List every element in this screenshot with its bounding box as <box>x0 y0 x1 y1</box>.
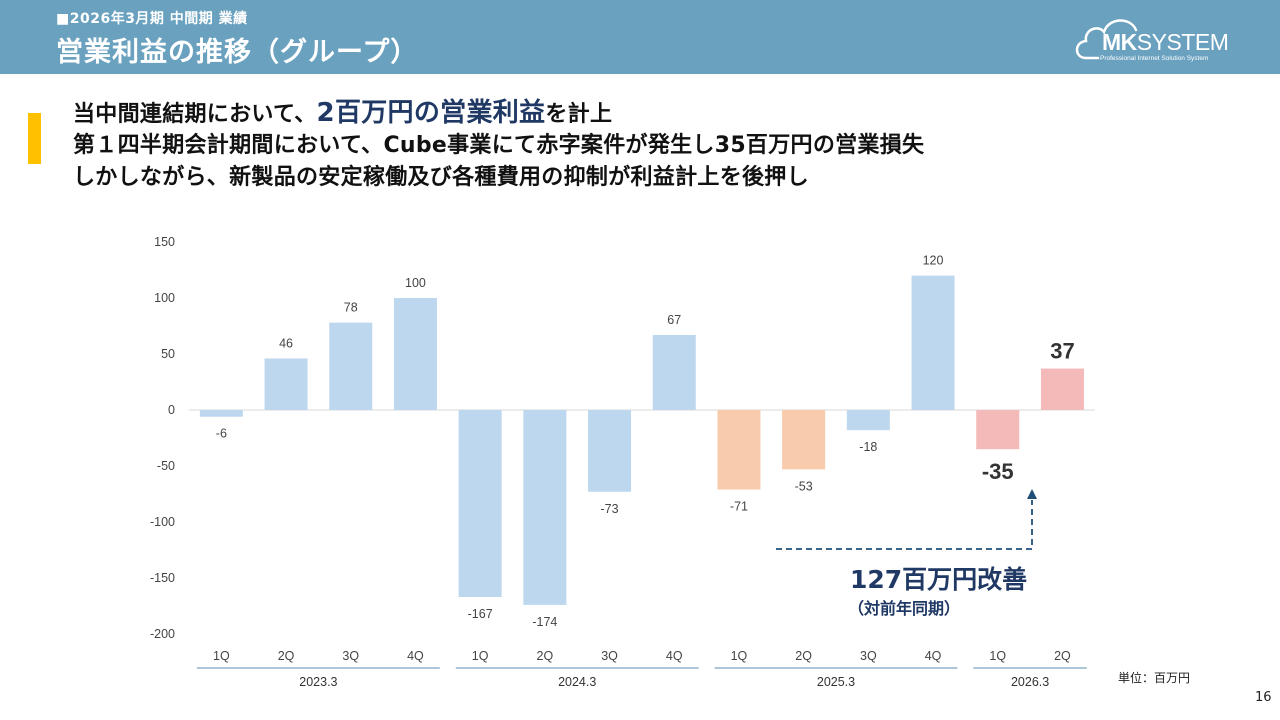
bar <box>911 275 955 410</box>
data-label: -73 <box>601 502 619 516</box>
data-label: 46 <box>279 336 293 350</box>
category-label: 1Q <box>213 649 230 663</box>
data-label: -18 <box>859 440 877 454</box>
category-label: 3Q <box>860 649 877 663</box>
y-tick-label: -200 <box>150 627 175 641</box>
group-label: 2025.3 <box>817 675 855 689</box>
data-label: -167 <box>468 607 493 621</box>
category-label: 3Q <box>342 649 359 663</box>
category-label: 3Q <box>601 649 618 663</box>
logo-wordmark: MKSYSTEM <box>1102 29 1229 55</box>
bar <box>199 410 243 417</box>
company-logo: MKSYSTEM Professional Internet Solution … <box>1072 8 1242 68</box>
bar <box>846 410 890 431</box>
y-tick-label: -50 <box>157 459 175 473</box>
headline-line-3: しかしながら、新製品の安定稼働及び各種費用の抑制が利益計上を後押し <box>73 165 809 190</box>
y-tick-label: 0 <box>168 403 175 417</box>
unit-label: 単位：百万円 <box>1118 671 1191 685</box>
data-label: -6 <box>216 427 227 441</box>
y-tick-label: -100 <box>150 515 175 529</box>
data-label: 100 <box>405 276 426 290</box>
page-number: 16 <box>1255 690 1272 705</box>
improvement-dashed-line <box>776 500 1033 550</box>
bar <box>458 410 502 598</box>
group-label: 2026.3 <box>1011 675 1049 689</box>
bar <box>588 410 632 492</box>
headline-line-2: 第１四半期会計期間において、Cube事業にて赤字案件が発生し35百万円の営業損失 <box>73 133 925 158</box>
category-label: 2Q <box>795 649 812 663</box>
bar <box>1040 368 1084 410</box>
bar <box>717 410 761 490</box>
improvement-annotation-sub: （対前年同期） <box>848 599 961 618</box>
group-label: 2023.3 <box>299 675 337 689</box>
data-label: 120 <box>923 254 944 268</box>
y-tick-label: -150 <box>150 571 175 585</box>
data-label: -174 <box>532 615 557 629</box>
category-label: 1Q <box>989 649 1006 663</box>
category-label: 4Q <box>407 649 424 663</box>
page-title: 営業利益の推移（グループ） <box>56 37 419 68</box>
cloud-icon <box>1075 19 1138 60</box>
group-label: 2024.3 <box>558 675 596 689</box>
improvement-annotation: 127百万円改善 <box>850 565 1028 594</box>
logo-tagline: Professional Internet Solution System <box>1100 55 1209 62</box>
y-tick-label: 150 <box>154 235 175 249</box>
category-label: 1Q <box>472 649 489 663</box>
header-subtitle: ■2026年3月期 中間期 業績 <box>56 11 248 27</box>
category-label: 2Q <box>278 649 295 663</box>
bar <box>782 410 826 470</box>
y-tick-label: 100 <box>154 291 175 305</box>
data-label: -35 <box>982 459 1014 484</box>
headline-accent-bar <box>28 113 41 164</box>
data-label: -71 <box>730 500 748 514</box>
bar <box>329 322 373 410</box>
category-label: 4Q <box>666 649 683 663</box>
data-label: 37 <box>1050 339 1074 364</box>
bar <box>523 410 567 605</box>
category-label: 4Q <box>925 649 942 663</box>
bar <box>652 334 696 410</box>
data-label: 67 <box>667 313 681 327</box>
category-label: 2Q <box>1054 649 1071 663</box>
bar <box>264 358 308 410</box>
data-label: 78 <box>344 301 358 315</box>
category-label: 1Q <box>731 649 748 663</box>
data-label: -53 <box>795 479 813 493</box>
headline-highlight: 2百万円の営業利益 <box>316 98 546 128</box>
y-tick-label: 50 <box>161 347 175 361</box>
arrow-up-icon <box>1027 489 1037 499</box>
headline-line-1: 当中間連結期において、2百万円の営業利益を計上 <box>73 98 613 128</box>
bar <box>976 410 1020 450</box>
category-label: 2Q <box>537 649 554 663</box>
header-bar: ■2026年3月期 中間期 業績 営業利益の推移（グループ） <box>0 0 1280 74</box>
bar <box>393 298 437 410</box>
